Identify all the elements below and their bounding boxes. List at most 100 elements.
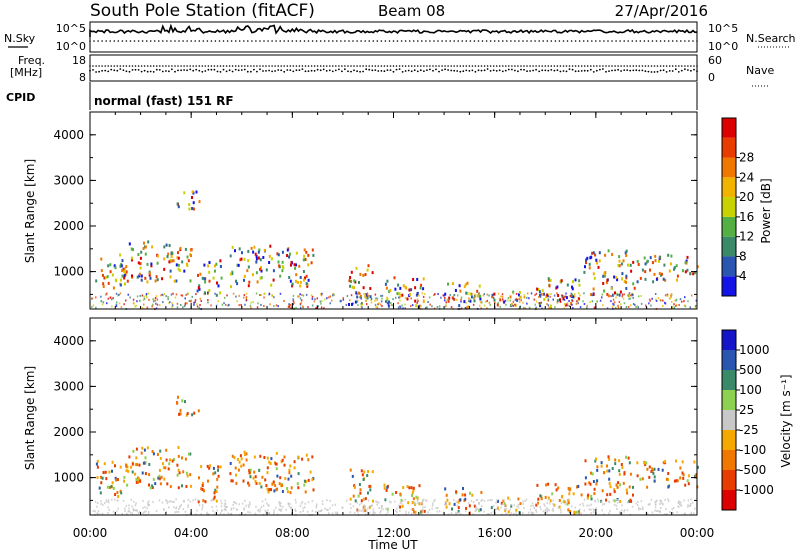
heatmap-cell: [201, 481, 204, 485]
heatmap-cell: [160, 475, 163, 479]
heatmap-cell: [625, 276, 628, 280]
heatmap-cell: [656, 499, 658, 502]
heatmap-cell: [583, 303, 586, 305]
heatmap-cell: [310, 294, 313, 297]
heatmap-cell: [259, 508, 262, 511]
heatmap-cell: [187, 505, 189, 508]
heatmap-cell: [259, 258, 262, 262]
heatmap-cell: [512, 300, 515, 303]
heatmap-cell: [185, 293, 187, 296]
heatmap-cell: [607, 249, 610, 253]
heatmap-cell: [155, 275, 158, 279]
heatmap-cell: [505, 512, 507, 515]
heatmap-cell: [382, 508, 384, 511]
heatmap-cell: [376, 299, 378, 302]
heatmap-cell: [311, 500, 314, 503]
heatmap-cell: [158, 474, 161, 478]
heatmap-cell: [143, 295, 145, 298]
heatmap-cell: [275, 506, 277, 509]
heatmap-cell: [302, 510, 304, 513]
heatmap-cell: [528, 306, 531, 309]
heatmap-cell: [302, 305, 304, 308]
heatmap-cell: [135, 502, 137, 505]
heatmap-cell: [528, 511, 530, 514]
heatmap-cell: [247, 481, 250, 485]
heatmap-cell: [596, 498, 599, 501]
heatmap-cell: [386, 297, 389, 301]
heatmap-cell: [471, 292, 473, 295]
heatmap-cell: [272, 269, 275, 273]
heatmap-cell: [681, 269, 684, 273]
heatmap-cell: [650, 498, 653, 501]
heatmap-cell: [515, 508, 518, 512]
heatmap-cell: [184, 510, 187, 513]
heatmap-cell: [231, 454, 234, 458]
heatmap-cell: [638, 506, 640, 509]
heatmap-cell: [219, 259, 222, 263]
heatmap-cell: [393, 276, 396, 280]
heatmap-cell: [569, 510, 572, 514]
heatmap-cell: [191, 207, 194, 210]
heatmap-cell: [358, 281, 360, 284]
x-tick-label: 16:00: [477, 526, 512, 540]
heatmap-cell: [510, 303, 513, 306]
heatmap-cell: [161, 462, 164, 466]
heatmap-cell: [578, 279, 581, 283]
heatmap-cell: [321, 509, 323, 512]
heatmap-cell: [619, 512, 621, 515]
heatmap-cell: [376, 306, 379, 309]
heatmap-cell: [221, 509, 223, 512]
heatmap-cell: [363, 506, 366, 509]
heatmap-cell: [629, 472, 632, 476]
heatmap-cell: [144, 252, 147, 256]
heatmap-cell: [307, 458, 310, 462]
heatmap-cell: [598, 251, 601, 255]
heatmap-cell: [273, 296, 275, 299]
heatmap-cell: [178, 471, 181, 475]
heatmap-cell: [579, 503, 581, 506]
heatmap-cell: [269, 244, 272, 248]
heatmap-cell: [239, 258, 242, 262]
heatmap-cell: [654, 506, 657, 509]
heatmap-cell: [627, 306, 630, 308]
heatmap-cell: [176, 401, 179, 405]
heatmap-cell: [655, 510, 658, 512]
heatmap-cell: [312, 488, 315, 492]
heatmap-cell: [557, 506, 560, 509]
heatmap-cell: [114, 498, 116, 501]
heatmap-cell: [580, 512, 582, 515]
colorbar-segment: [722, 157, 736, 178]
heatmap-cell: [381, 305, 383, 308]
heatmap-cell: [664, 498, 666, 501]
heatmap-cell: [676, 479, 679, 483]
heatmap-cell: [371, 470, 374, 474]
heatmap-cell: [243, 507, 246, 510]
heatmap-cell: [324, 507, 326, 510]
heatmap-cell: [105, 499, 107, 502]
heatmap-cell: [582, 504, 585, 507]
heatmap-cell: [305, 453, 308, 457]
heatmap-cell: [311, 455, 314, 459]
heatmap-cell: [358, 503, 361, 506]
heatmap-cell: [348, 303, 350, 306]
heatmap-cell: [302, 294, 305, 297]
heatmap-cell: [257, 302, 259, 305]
heatmap-cell: [147, 240, 150, 244]
heatmap-cell: [614, 307, 617, 310]
heatmap-cell: [275, 488, 278, 492]
heatmap-cell: [165, 499, 167, 502]
heatmap-cell: [315, 307, 317, 310]
heatmap-cell: [444, 299, 446, 302]
heatmap-cell: [245, 298, 248, 301]
heatmap-cell: [387, 511, 389, 514]
heatmap-cell: [673, 479, 676, 483]
heatmap-cell: [381, 297, 383, 300]
heatmap-cell: [605, 498, 608, 502]
heatmap-cell: [243, 278, 245, 282]
heatmap-cell: [412, 508, 414, 511]
heatmap-cell: [669, 297, 671, 300]
heatmap-cell: [483, 510, 485, 513]
heatmap-cell: [109, 270, 112, 274]
heatmap-cell: [360, 469, 363, 473]
